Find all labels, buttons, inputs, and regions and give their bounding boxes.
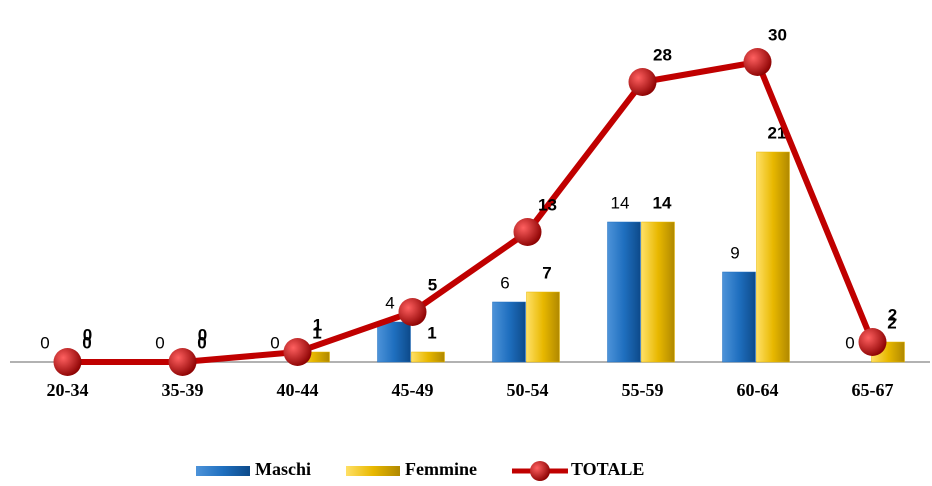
line-point xyxy=(513,218,542,246)
x-tick-label: 65-67 xyxy=(852,380,894,400)
legend-swatch xyxy=(196,466,250,476)
line-point xyxy=(858,328,887,356)
line xyxy=(67,59,876,365)
data-label: 14 xyxy=(611,193,630,212)
x-tick-label: 20-34 xyxy=(47,380,89,400)
data-label: 0 xyxy=(82,333,91,352)
line-point xyxy=(398,298,427,326)
legend-label: TOTALE xyxy=(571,459,644,479)
x-tick-label: 40-44 xyxy=(277,380,319,400)
bar xyxy=(492,301,526,363)
data-label: 9 xyxy=(730,243,739,262)
data-label: 5 xyxy=(428,275,437,294)
data-label: 2 xyxy=(887,313,896,332)
x-tick-label: 35-39 xyxy=(162,380,204,400)
data-label: 0 xyxy=(270,333,279,352)
data-label: 2 xyxy=(888,305,897,324)
bar xyxy=(641,221,675,363)
bar xyxy=(722,271,756,363)
line-point xyxy=(283,338,312,366)
data-label: 1 xyxy=(312,323,321,342)
data-label: 0 xyxy=(40,333,49,352)
line-point xyxy=(168,348,197,376)
bar xyxy=(756,151,790,363)
line-point xyxy=(628,68,657,96)
x-tick-label: 60-64 xyxy=(737,380,779,400)
data-label: 0 xyxy=(198,325,207,344)
data-label: 0 xyxy=(83,325,92,344)
data-label: 7 xyxy=(542,263,551,282)
data-label: 14 xyxy=(653,193,672,212)
legend-swatch xyxy=(346,466,400,476)
data-label: 0 xyxy=(197,333,206,352)
bar xyxy=(607,221,641,363)
x-tick-label: 50-54 xyxy=(507,380,549,400)
line-point xyxy=(53,348,82,376)
legend-swatch xyxy=(529,461,550,481)
legend-label: Maschi xyxy=(255,459,311,479)
data-label: 13 xyxy=(538,195,557,214)
bar xyxy=(411,351,445,363)
data-label: 0 xyxy=(845,333,854,352)
data-label: 0 xyxy=(155,333,164,352)
data-label: 30 xyxy=(768,25,787,44)
legend-label: Femmine xyxy=(405,459,477,479)
bar xyxy=(377,321,411,363)
data-label: 6 xyxy=(500,273,509,292)
data-label: 28 xyxy=(653,45,672,64)
bar xyxy=(526,291,560,363)
line-point xyxy=(743,48,772,76)
data-label: 1 xyxy=(313,315,322,334)
data-label: 4 xyxy=(385,293,394,312)
x-tick-label: 45-49 xyxy=(392,380,434,400)
data-label: 1 xyxy=(427,323,436,342)
x-tick-label: 55-59 xyxy=(622,380,664,400)
